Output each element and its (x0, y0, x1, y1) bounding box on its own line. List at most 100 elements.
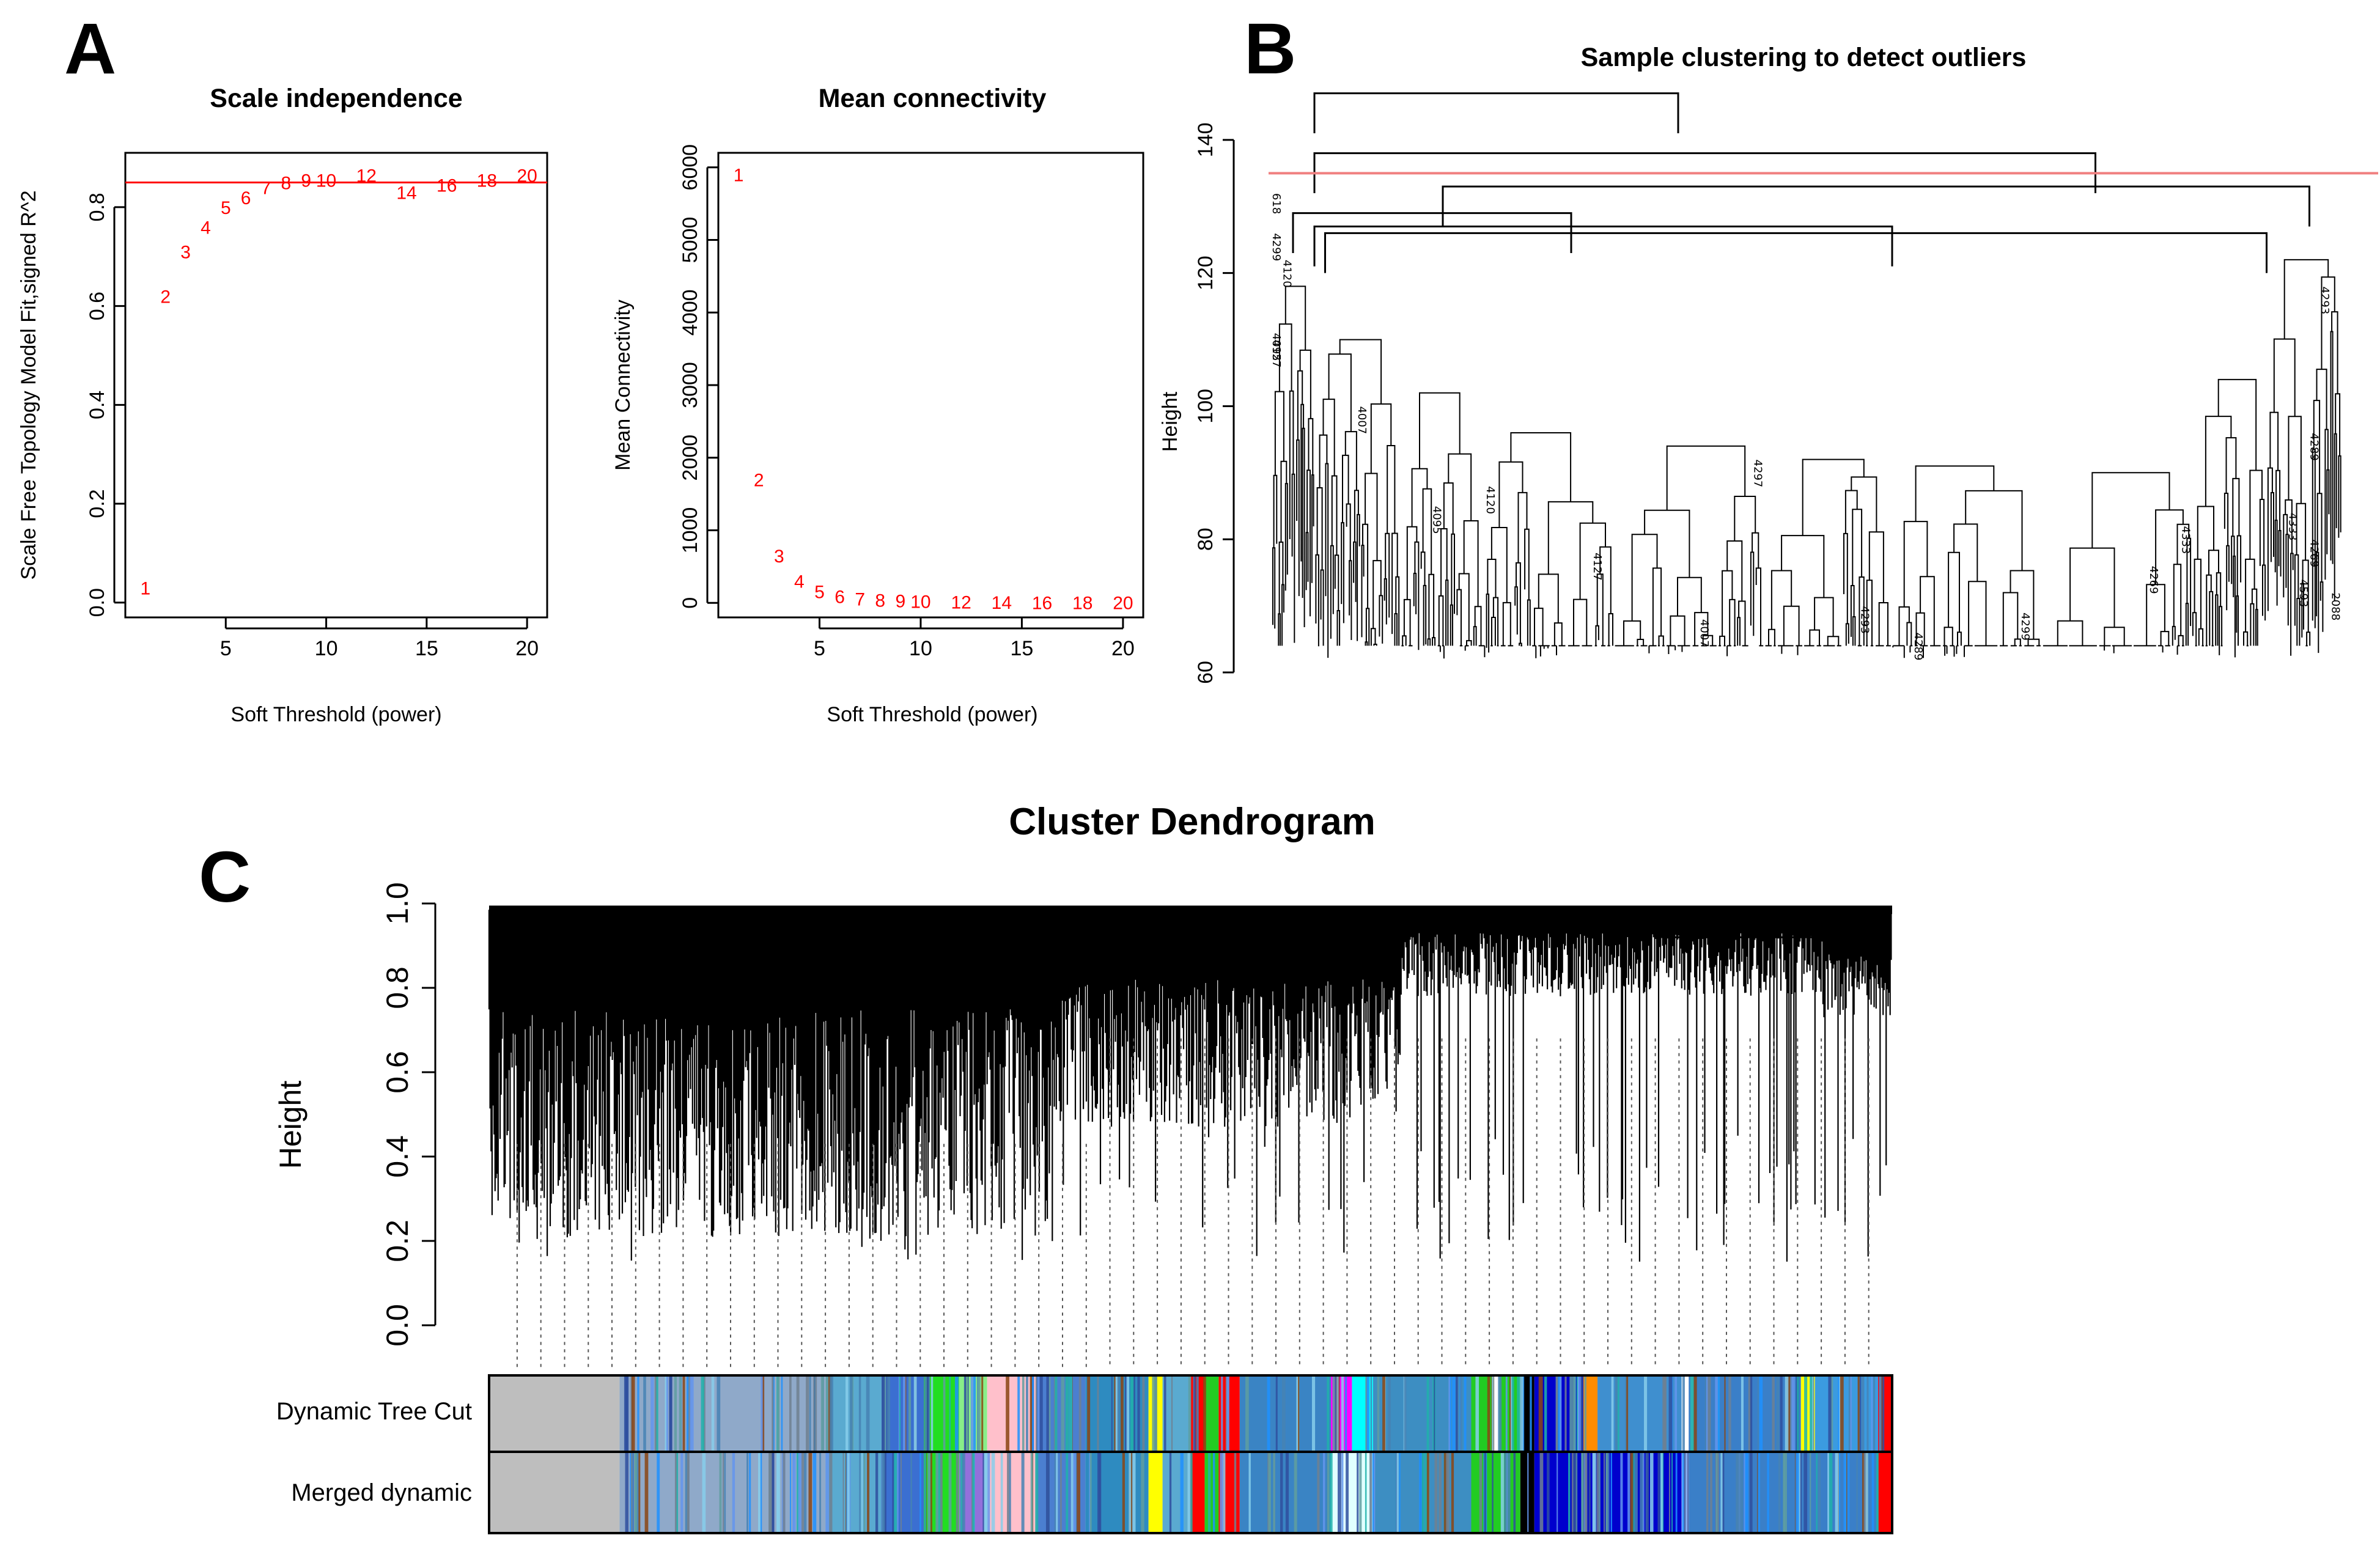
color-stripe (1187, 1452, 1190, 1533)
color-stripe (1268, 1452, 1271, 1533)
color-stripe (627, 1375, 629, 1452)
data-point-label: 12 (356, 166, 377, 186)
color-stripe (690, 1375, 692, 1452)
color-stripe (1584, 1375, 1586, 1452)
y-tick-label: 1.0 (380, 882, 414, 925)
y-tick-label: 0.2 (86, 489, 109, 518)
color-stripe (1611, 1375, 1614, 1452)
color-stripe (972, 1452, 975, 1533)
color-stripe (789, 1452, 792, 1533)
color-stripe (686, 1375, 689, 1452)
color-stripe (1644, 1375, 1648, 1452)
color-segment (1162, 1375, 1191, 1452)
chart-title: Cluster Dendrogram (1009, 801, 1375, 843)
data-point-label: 3 (774, 546, 784, 567)
y-tick-label: 0.0 (86, 588, 109, 617)
color-stripe (1649, 1452, 1654, 1533)
color-stripe (1862, 1452, 1866, 1533)
leaf-label: 4293 (2318, 286, 2331, 314)
data-point-label: 20 (517, 166, 537, 186)
color-stripe (1180, 1452, 1184, 1533)
color-stripe (847, 1452, 850, 1533)
chart-title: Sample clustering to detect outliers (1581, 43, 2027, 72)
color-stripe (1142, 1375, 1145, 1452)
color-stripe (650, 1375, 654, 1452)
data-point-label: 18 (477, 171, 497, 191)
color-stripe (1492, 1452, 1494, 1533)
plot-frame (124, 152, 548, 619)
color-stripe (1615, 1375, 1618, 1452)
color-stripe (1285, 1452, 1289, 1533)
color-stripe (1812, 1375, 1814, 1452)
color-stripe (687, 1375, 691, 1452)
color-stripe (882, 1375, 885, 1452)
color-stripe (1856, 1452, 1858, 1533)
color-stripe (1686, 1452, 1687, 1533)
color-stripe (1039, 1375, 1043, 1452)
color-stripe (1571, 1452, 1574, 1533)
color-stripe (762, 1375, 765, 1452)
color-segment (489, 1375, 620, 1452)
y-tick-label: 5000 (679, 217, 702, 263)
color-segment (882, 1452, 924, 1533)
color-stripe (1487, 1375, 1490, 1452)
x-axis-label: Soft Threshold (power) (230, 703, 441, 726)
color-stripe (685, 1452, 688, 1533)
color-stripe (1716, 1452, 1719, 1533)
dendrogram-merge (1313, 92, 1679, 133)
color-segment (1239, 1452, 1331, 1533)
color-stripe (1267, 1375, 1270, 1452)
y-tick-label: 0.6 (86, 292, 109, 320)
color-segment (1036, 1375, 1086, 1452)
x-tick-label: 10 (315, 637, 338, 660)
color-stripe (1506, 1452, 1508, 1533)
color-stripe (1404, 1375, 1407, 1452)
color-segment (1352, 1375, 1373, 1452)
y-tick-label: 140 (1194, 123, 1217, 158)
leaf-label: 4333 (2179, 526, 2192, 554)
color-segment (489, 1452, 620, 1533)
color-stripe (679, 1375, 682, 1452)
data-point-label: 1 (734, 166, 744, 186)
color-stripe (1862, 1452, 1864, 1533)
color-stripe (1879, 1375, 1881, 1452)
color-stripe (887, 1375, 891, 1452)
color-stripe (976, 1375, 981, 1452)
color-stripe (1365, 1375, 1368, 1452)
color-stripe (1114, 1375, 1119, 1452)
color-stripe (1513, 1452, 1516, 1533)
color-stripe (908, 1375, 912, 1452)
color-stripe (1125, 1375, 1128, 1452)
color-stripe (656, 1375, 658, 1452)
color-stripe (1839, 1375, 1841, 1452)
color-stripe (1382, 1375, 1386, 1452)
color-stripe (1646, 1452, 1649, 1533)
color-stripe (722, 1452, 724, 1533)
color-stripe (1365, 1452, 1367, 1533)
color-stripe (1117, 1375, 1120, 1452)
color-stripe (1539, 1375, 1543, 1452)
color-stripe (1078, 1375, 1081, 1452)
color-stripe (1728, 1375, 1731, 1452)
color-stripe (1720, 1452, 1723, 1533)
color-stripe (1443, 1452, 1448, 1533)
color-stripe (924, 1375, 927, 1452)
color-stripe (1675, 1452, 1678, 1533)
color-stripe (1687, 1452, 1689, 1533)
color-stripe (1829, 1452, 1833, 1533)
color-stripe (819, 1452, 822, 1533)
data-point-label: 2 (160, 287, 171, 307)
color-stripe (724, 1452, 726, 1533)
color-stripe (719, 1452, 722, 1533)
color-stripe (1073, 1452, 1076, 1533)
color-stripe (1517, 1375, 1521, 1452)
y-tick-label: 0.8 (86, 193, 109, 221)
color-stripe (687, 1452, 690, 1533)
color-stripe (1203, 1375, 1206, 1452)
panel-letter-c: C (199, 837, 251, 918)
color-stripe (930, 1452, 932, 1533)
color-stripe (1460, 1375, 1462, 1452)
color-stripe (924, 1452, 926, 1533)
color-stripe (1706, 1452, 1709, 1533)
color-stripe (875, 1452, 879, 1533)
